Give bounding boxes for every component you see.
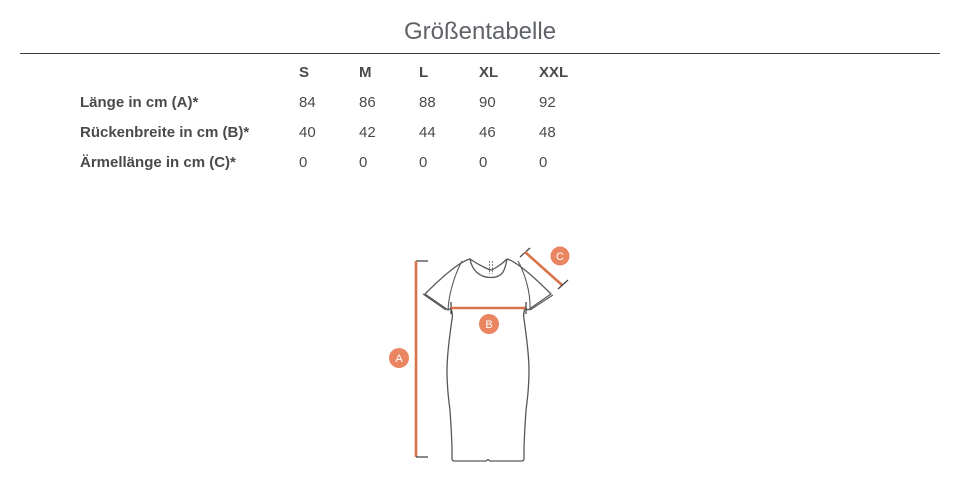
svg-text:A: A	[395, 353, 403, 365]
svg-text:B: B	[485, 319, 492, 331]
svg-text:C: C	[556, 251, 564, 263]
